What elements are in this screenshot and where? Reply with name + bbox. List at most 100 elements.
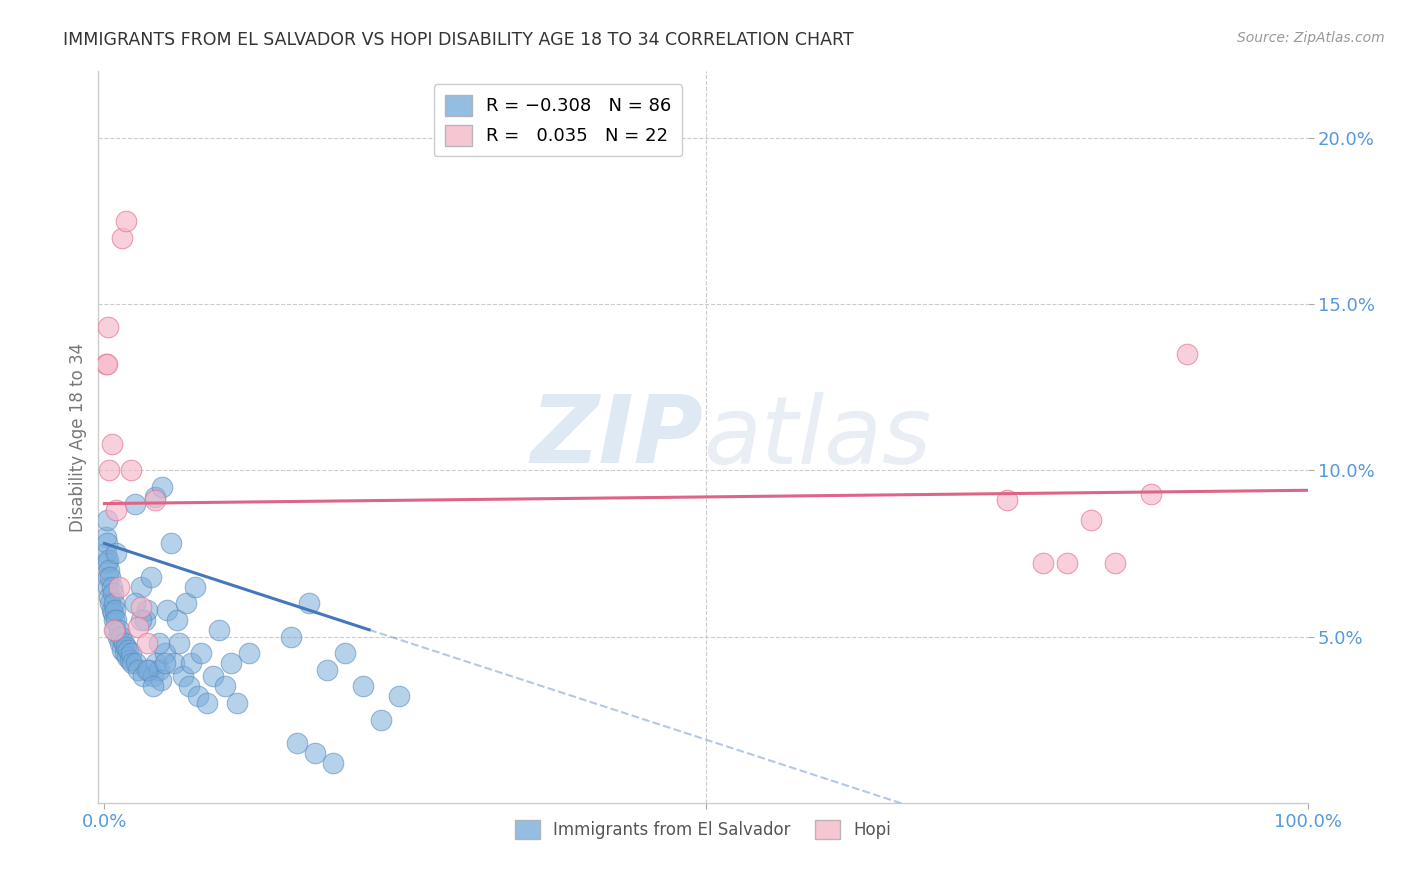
Point [174, 596, 197, 610]
Point [238, 646, 260, 660]
Point [145, 656, 167, 670]
Point [118, 653, 141, 667]
Point [105, 613, 128, 627]
Point [166, 613, 188, 627]
Point [100, 596, 122, 610]
Point [285, 736, 308, 750]
Point [1080, 513, 1102, 527]
Point [100, 570, 122, 584]
Point [112, 636, 135, 650]
Point [101, 586, 124, 600]
Point [101, 607, 124, 621]
Point [142, 669, 165, 683]
Point [100, 603, 122, 617]
Point [156, 603, 179, 617]
Point [148, 636, 170, 650]
Point [107, 630, 129, 644]
Point [183, 580, 205, 594]
Point [214, 680, 236, 694]
Point [96, 536, 118, 550]
Point [177, 680, 200, 694]
Point [124, 596, 146, 610]
Point [97, 570, 120, 584]
Point [316, 663, 339, 677]
Text: IMMIGRANTS FROM EL SALVADOR VS HOPI DISABILITY AGE 18 TO 34 CORRELATION CHART: IMMIGRANTS FROM EL SALVADOR VS HOPI DISA… [63, 31, 853, 49]
Point [163, 656, 186, 670]
Point [370, 713, 392, 727]
Point [127, 663, 149, 677]
Point [127, 619, 149, 633]
Point [280, 630, 302, 644]
Point [129, 613, 152, 627]
Point [103, 623, 125, 637]
Text: Source: ZipAtlas.com: Source: ZipAtlas.com [1237, 31, 1385, 45]
Point [135, 603, 157, 617]
Point [97, 320, 120, 334]
Point [180, 656, 202, 670]
Point [172, 669, 194, 683]
Point [304, 746, 326, 760]
Point [153, 656, 176, 670]
Point [135, 636, 157, 650]
Point [134, 613, 156, 627]
Point [105, 546, 128, 560]
Point [148, 663, 170, 677]
Point [94, 357, 117, 371]
Point [208, 623, 231, 637]
Point [322, 756, 344, 770]
Point [96, 357, 118, 371]
Point [201, 669, 224, 683]
Point [135, 663, 157, 677]
Point [98, 563, 121, 577]
Point [995, 493, 1018, 508]
Point [103, 596, 125, 610]
Point [388, 690, 411, 704]
Point [100, 580, 122, 594]
Point [114, 646, 136, 660]
Point [105, 503, 128, 517]
Legend: Immigrants from El Salvador, Hopi: Immigrants from El Salvador, Hopi [508, 814, 898, 846]
Point [115, 640, 138, 654]
Point [120, 646, 142, 660]
Point [143, 493, 166, 508]
Point [121, 656, 143, 670]
Point [143, 490, 166, 504]
Point [129, 580, 152, 594]
Point [110, 630, 132, 644]
Point [167, 636, 190, 650]
Point [111, 643, 134, 657]
Point [103, 613, 125, 627]
Point [97, 553, 120, 567]
Point [94, 530, 117, 544]
Point [159, 536, 181, 550]
Text: atlas: atlas [703, 392, 931, 483]
Point [225, 696, 247, 710]
Point [1104, 557, 1126, 571]
Point [1175, 347, 1198, 361]
Point [98, 463, 121, 477]
Point [298, 596, 321, 610]
Point [97, 580, 120, 594]
Point [142, 680, 165, 694]
Point [120, 463, 142, 477]
Point [111, 230, 134, 244]
Point [98, 590, 121, 604]
Point [94, 546, 117, 560]
Point [333, 646, 356, 660]
Point [153, 646, 176, 660]
Point [108, 636, 131, 650]
Point [150, 480, 173, 494]
Point [108, 580, 131, 594]
Point [1140, 486, 1163, 500]
Point [141, 570, 163, 584]
Text: ZIP: ZIP [530, 391, 703, 483]
Point [108, 623, 131, 637]
Point [96, 557, 118, 571]
Point [129, 599, 152, 614]
Point [100, 436, 122, 450]
Point [187, 690, 209, 704]
Point [124, 497, 146, 511]
Point [115, 214, 138, 228]
Point [132, 669, 155, 683]
Point [138, 663, 160, 677]
